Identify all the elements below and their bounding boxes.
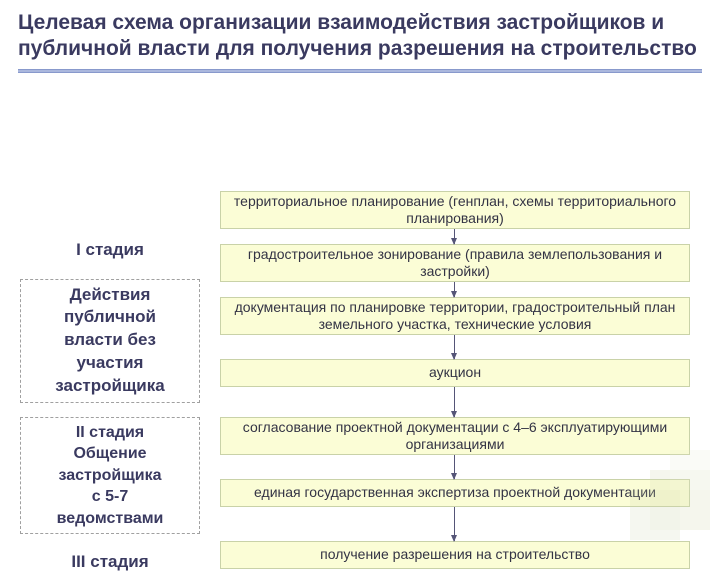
stage-label-line: I стадия <box>20 239 200 262</box>
flow-box-2: документация по планировке территории, г… <box>220 297 690 335</box>
flow-arrow-4 <box>454 455 455 479</box>
stage-label-2: II стадияОбщениезастройщикас 5-7ведомств… <box>20 417 200 535</box>
stage-label-1: Действияпубличнойвласти безучастиязастро… <box>20 279 200 404</box>
slide-title: Целевая схема организации взаимодействия… <box>0 0 720 69</box>
stage-label-0: I стадия <box>20 239 200 262</box>
stage-label-line: публичной <box>27 306 193 329</box>
flow-box-1: градостроительное зонирование (правила з… <box>220 244 690 282</box>
stage-label-line: участия <box>27 352 193 375</box>
stage-label-line: Действия <box>27 284 193 307</box>
flow-arrow-2 <box>454 335 455 359</box>
stage-label-3: III стадия <box>20 551 200 573</box>
stage-label-line: ведомствами <box>27 508 193 530</box>
stage-label-line: Общение <box>27 443 193 465</box>
flow-box-3: аукцион <box>220 359 690 387</box>
stage-label-line: II стадия <box>27 422 193 444</box>
flow-arrow-3 <box>454 387 455 417</box>
stage-label-line: власти без <box>27 329 193 352</box>
flow-box-0: территориальное планирование (генплан, с… <box>220 191 690 229</box>
corner-decoration <box>600 420 720 540</box>
stage-label-line: застройщика <box>27 375 193 398</box>
flow-arrow-1 <box>454 282 455 297</box>
stage-label-line: застройщика <box>27 465 193 487</box>
stage-label-line: III стадия <box>20 551 200 573</box>
flow-arrow-0 <box>454 229 455 244</box>
title-underline <box>18 69 702 73</box>
stage-label-line: с 5-7 <box>27 486 193 508</box>
flow-arrow-5 <box>454 507 455 541</box>
flow-box-6: получение разрешения на строительство <box>220 541 690 569</box>
